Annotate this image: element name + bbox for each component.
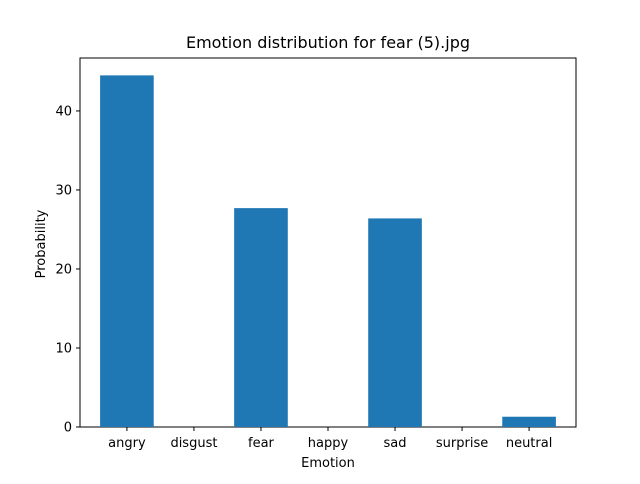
y-axis-label: Probability [34, 209, 49, 278]
bar-angry [100, 75, 154, 427]
x-axis-ticks: angry disgust fear happy sad surprise neutral [108, 427, 552, 451]
x-tick-label: fear [248, 436, 275, 451]
bar-sad [368, 218, 422, 427]
plot-area [79, 57, 577, 428]
x-tick-label: neutral [506, 436, 553, 451]
bar-neutral [502, 416, 556, 427]
x-tick-label: disgust [170, 436, 217, 451]
y-tick-label: 10 [55, 341, 72, 356]
y-axis-ticks: 0 10 20 30 40 [55, 104, 80, 436]
bar-fear [234, 208, 288, 427]
y-tick-label: 0 [64, 421, 72, 436]
x-tick-label: happy [308, 436, 349, 451]
x-axis-label: Emotion [301, 456, 355, 471]
x-tick-label: surprise [436, 436, 488, 451]
y-tick-label: 30 [55, 183, 72, 198]
x-tick-label: sad [384, 436, 407, 451]
y-tick-label: 20 [55, 262, 72, 277]
plot-frame [79, 57, 577, 428]
chart-title: Emotion distribution for fear (5).jpg [186, 33, 470, 52]
bars-group [100, 75, 556, 427]
x-tick-label: angry [108, 436, 146, 451]
y-tick-label: 40 [55, 104, 72, 119]
